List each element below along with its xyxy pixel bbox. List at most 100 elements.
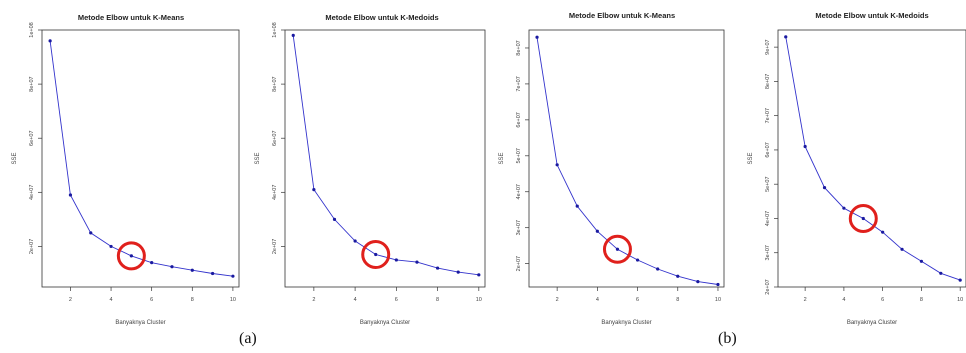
data-point	[415, 260, 419, 264]
data-point	[456, 270, 460, 274]
data-point	[374, 252, 378, 257]
plot-frame	[41, 29, 240, 288]
plot-frame	[528, 29, 725, 288]
chart-panel-3: Metode Elbow untuk K-Means Banyaknya Clus…	[499, 11, 725, 326]
x-axis-label: Banyaknya Cluster	[360, 320, 410, 326]
elbow-line	[49, 40, 233, 277]
elbow-line	[292, 35, 479, 276]
y-tick-label: 6e+07	[29, 130, 35, 145]
x-tick-label: 10	[715, 297, 721, 303]
x-tick-label: 8	[436, 297, 439, 303]
data-point	[716, 282, 720, 287]
data-point	[881, 230, 885, 234]
data-point	[170, 265, 174, 269]
y-tick-label: 7e+07	[765, 108, 771, 123]
data-point	[129, 254, 133, 258]
chart-title: Metode Elbow untuk K-Means	[569, 11, 675, 20]
y-tick-label: 1e+08	[29, 22, 35, 37]
data-point	[435, 266, 440, 270]
x-axis-label: Banyaknya Cluster	[847, 320, 897, 326]
data-point	[353, 239, 357, 243]
elbow-highlight-circle	[361, 240, 391, 270]
data-point	[784, 35, 788, 39]
x-tick-label: 4	[596, 297, 599, 303]
x-axis-label: Banyaknya Cluster	[601, 320, 651, 326]
data-point	[68, 193, 73, 197]
data-point	[595, 229, 599, 233]
caption-b: (b)	[718, 330, 737, 347]
x-tick-label: 2	[69, 297, 72, 303]
chart-panel-1: Metode Elbow untuk K-Means Banyaknya Clus…	[12, 13, 240, 326]
y-tick-label: 8e+07	[272, 76, 278, 91]
x-tick-label: 8	[676, 297, 679, 303]
data-point	[231, 274, 235, 278]
data-point	[48, 39, 52, 43]
y-tick-label: 4e+07	[272, 185, 278, 200]
x-tick-label: 8	[191, 297, 194, 303]
chart-title: Metode Elbow untuk K-Medoids	[815, 11, 928, 20]
chart-title: Metode Elbow untuk K-Means	[78, 13, 184, 22]
data-point	[210, 271, 215, 276]
y-tick-label: 2e+07	[272, 239, 278, 254]
data-point	[919, 259, 924, 263]
elbow-line	[536, 37, 719, 285]
data-point	[150, 261, 154, 265]
x-tick-label: 6	[395, 297, 398, 303]
x-tick-label: 4	[842, 297, 845, 303]
y-tick-label: 7e+07	[516, 76, 522, 91]
x-axis-label: Banyaknya Cluster	[115, 320, 165, 326]
caption-a: (a)	[239, 330, 257, 347]
data-point	[109, 244, 113, 249]
y-tick-label: 4e+07	[29, 185, 35, 200]
elbow-line	[785, 36, 961, 281]
x-tick-label: 2	[804, 297, 807, 303]
x-tick-label: 10	[957, 297, 963, 303]
y-tick-label: 1e+08	[272, 22, 278, 37]
chart-title: Metode Elbow untuk K-Medoids	[325, 13, 438, 22]
data-point	[656, 267, 660, 271]
y-tick-label: 2e+07	[29, 239, 35, 254]
x-tick-label: 10	[476, 297, 482, 303]
elbow-highlight-circle	[116, 241, 146, 271]
x-tick-label: 4	[354, 297, 357, 303]
plot-frame	[284, 29, 486, 288]
data-point	[696, 280, 700, 284]
chart-panel-2: Metode Elbow untuk K-Medoids Banyaknya Cl…	[255, 13, 486, 326]
data-point	[900, 247, 904, 251]
y-tick-label: 2e+07	[516, 256, 522, 271]
data-point	[89, 231, 93, 235]
data-point	[861, 216, 865, 221]
y-tick-label: 8e+07	[29, 76, 35, 91]
elbow-highlight-circle	[848, 203, 878, 233]
data-point	[535, 35, 539, 39]
elbow-highlight-circle	[602, 234, 632, 264]
x-tick-label: 4	[110, 297, 113, 303]
y-tick-label: 8e+07	[516, 40, 522, 55]
data-point	[477, 273, 481, 277]
data-point	[803, 144, 807, 149]
data-point	[822, 186, 827, 190]
chart-panel-4: Metode Elbow untuk K-Medoids Banyaknya Cl…	[748, 11, 966, 326]
data-point	[575, 204, 579, 208]
y-tick-label: 3e+07	[516, 220, 522, 235]
data-point	[635, 258, 640, 262]
x-tick-label: 2	[556, 297, 559, 303]
y-tick-label: 6e+07	[516, 112, 522, 127]
x-tick-label: 2	[312, 297, 315, 303]
data-point	[190, 268, 194, 272]
y-axis-label: SSE	[12, 152, 18, 164]
x-tick-label: 8	[920, 297, 923, 303]
data-point	[939, 271, 943, 275]
y-axis-label: SSE	[255, 152, 261, 164]
data-point	[394, 258, 398, 262]
data-point	[676, 274, 680, 278]
y-tick-label: 2e+07	[765, 279, 771, 294]
data-point	[332, 217, 337, 221]
y-tick-label: 8e+07	[765, 74, 771, 89]
x-tick-label: 10	[230, 297, 236, 303]
y-tick-label: 9e+07	[765, 39, 771, 54]
x-tick-label: 6	[636, 297, 639, 303]
data-point	[958, 278, 962, 282]
data-point	[842, 206, 846, 210]
